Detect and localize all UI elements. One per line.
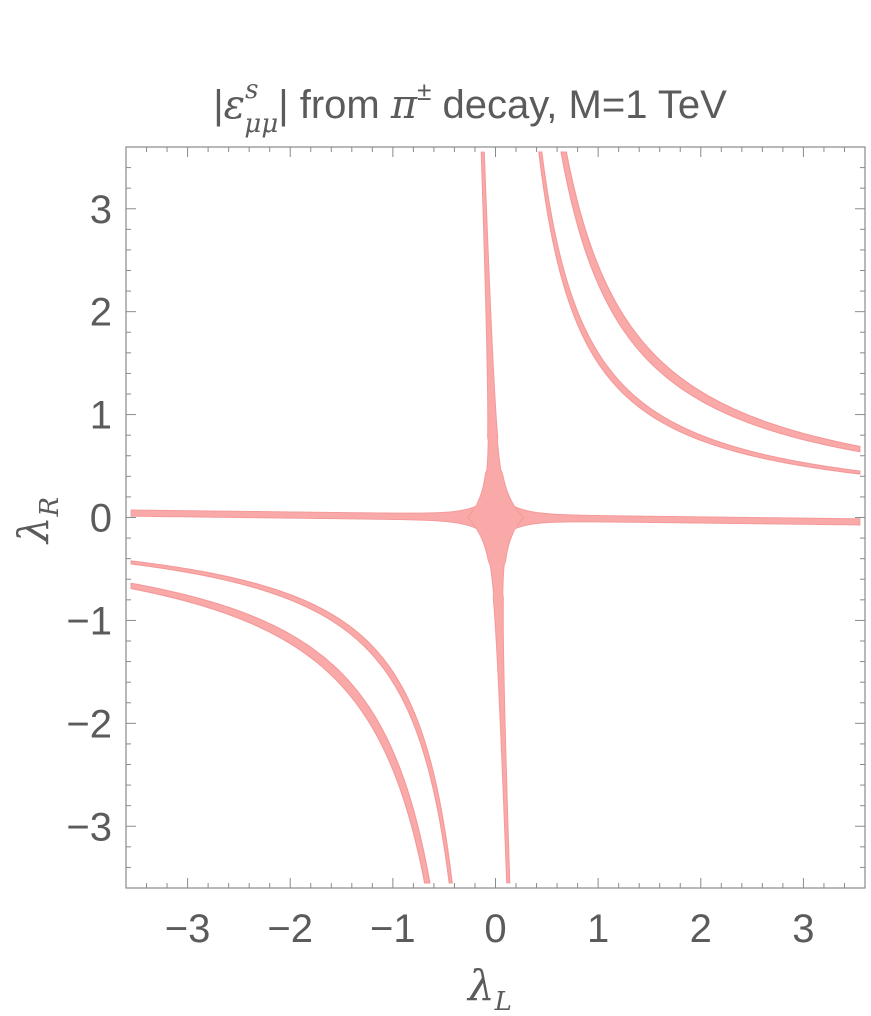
x-tick-label: −3 xyxy=(165,907,211,951)
x-tick-label: −1 xyxy=(370,907,416,951)
y-tick-label: 2 xyxy=(90,291,112,335)
title-prefix: | xyxy=(213,83,223,127)
y-tick-label: 0 xyxy=(90,497,112,541)
y-axis-label: λR xyxy=(9,497,65,545)
y-axis-subscript: R xyxy=(35,497,65,518)
y-tick-label: −1 xyxy=(66,599,112,643)
svg-text:λL: λL xyxy=(466,961,512,1016)
hyperbola-band-outer-q1 xyxy=(560,151,861,453)
title-pi-superscript: ± xyxy=(417,76,431,106)
y-tick-labels: −3 −2 −1 0 1 2 3 xyxy=(66,188,112,850)
title-pi: π xyxy=(390,82,418,128)
x-tick-label: 2 xyxy=(690,907,712,951)
central-blob xyxy=(473,490,518,545)
title-suffix: decay, M=1 TeV xyxy=(431,83,727,127)
allowed-regions xyxy=(130,151,861,884)
axis-ticks xyxy=(125,146,866,889)
chart-title: |εs μμ| from π± decay, M=1 TeV xyxy=(213,75,727,139)
hyperbola-band-inner-q3 xyxy=(130,560,453,884)
hyperbola-band-outer-q3 xyxy=(130,582,431,884)
x-tick-labels: −3 −2 −1 0 1 2 3 xyxy=(165,907,815,951)
y-tick-label: 3 xyxy=(90,188,112,232)
x-tick-label: 3 xyxy=(792,907,814,951)
hyperbola-band-inner-q1 xyxy=(538,151,861,475)
y-axis-symbol: λ xyxy=(9,516,58,545)
title-epsilon: ε xyxy=(224,82,245,128)
svg-text:λR: λR xyxy=(9,497,65,545)
x-axis-subscript: L xyxy=(494,987,512,1016)
y-tick-label: 1 xyxy=(90,394,112,438)
x-tick-label: −2 xyxy=(267,907,313,951)
x-axis-symbol: λ xyxy=(466,961,495,1010)
title-subscript: μμ xyxy=(244,109,278,139)
y-tick-label: −3 xyxy=(66,805,112,849)
x-tick-label: 0 xyxy=(484,907,506,951)
title-superscript: s xyxy=(245,75,258,105)
y-tick-label: −2 xyxy=(66,702,112,746)
x-tick-label: 1 xyxy=(587,907,609,951)
x-axis-label: λL xyxy=(466,961,512,1016)
title-middle: | from xyxy=(278,83,391,127)
